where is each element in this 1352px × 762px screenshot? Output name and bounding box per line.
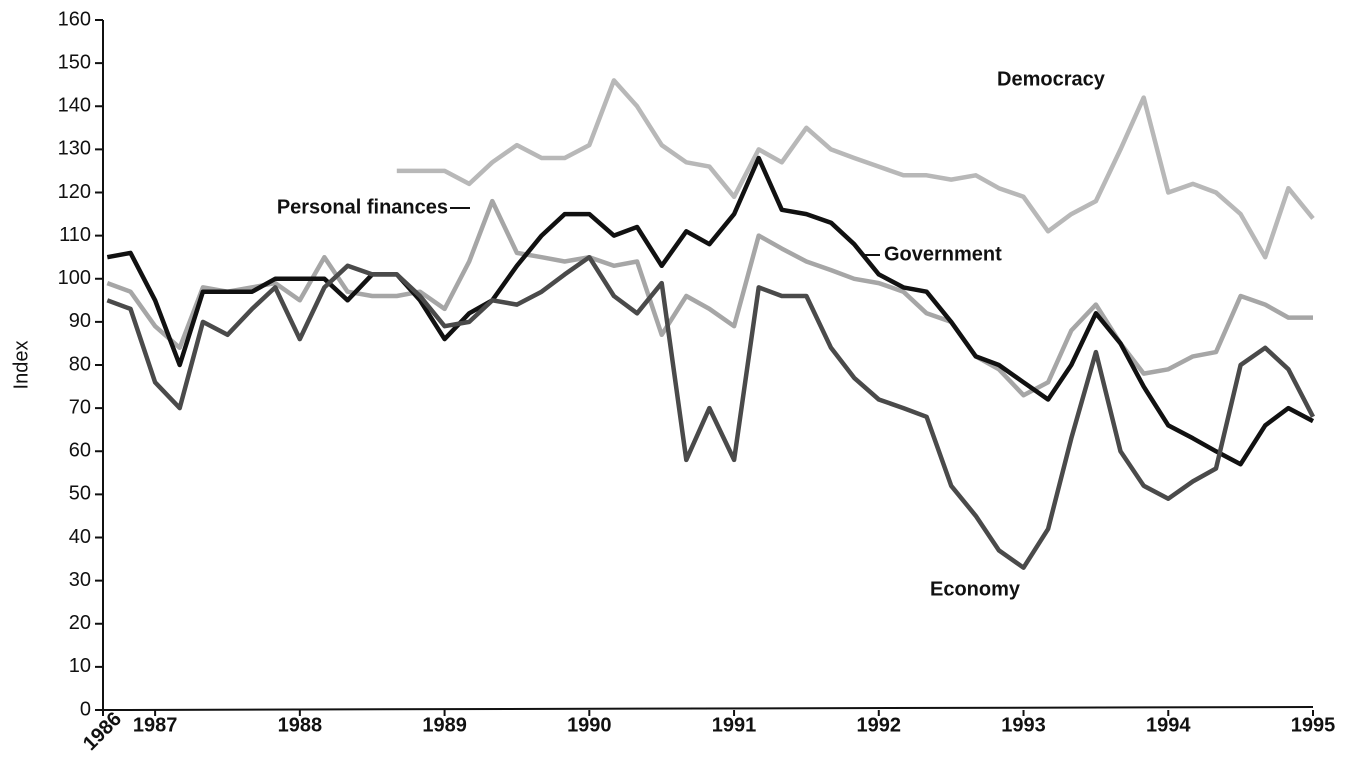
y-tick-label: 30	[69, 569, 91, 591]
y-tick-label: 60	[69, 440, 91, 462]
y-tick-label: 50	[69, 483, 91, 505]
series-label: Democracy	[997, 68, 1106, 90]
y-tick-label: 90	[69, 310, 91, 332]
y-tick-label: 140	[58, 95, 91, 117]
series-line	[106, 155, 1315, 467]
x-tick-label: 1992	[857, 714, 902, 736]
series-label: Economy	[930, 578, 1021, 600]
y-tick-label: 150	[58, 51, 91, 73]
y-tick-label: 70	[69, 396, 91, 418]
series-line	[106, 254, 1315, 570]
x-tick-label: 1993	[1001, 714, 1046, 736]
x-tick-label: 1995	[1291, 714, 1336, 736]
y-tick-label: 40	[69, 526, 91, 548]
y-tick-label: 120	[58, 181, 91, 203]
y-axis-label: Index	[10, 341, 32, 390]
x-axis	[102, 706, 1314, 711]
x-tick-label: 1988	[278, 714, 323, 736]
y-tick-label: 10	[69, 655, 91, 677]
y-tick-label: 0	[80, 698, 91, 720]
y-tick-label: 110	[59, 224, 91, 246]
y-tick-label: 160	[58, 8, 91, 30]
y-tick-label: 80	[69, 353, 91, 375]
series-label: Personal finances	[277, 196, 448, 218]
x-tick-label: 1987	[133, 714, 178, 736]
series-line	[396, 78, 1315, 260]
y-tick-label: 130	[58, 138, 91, 160]
y-tick-label: 100	[58, 267, 91, 289]
x-tick-label: 1994	[1146, 714, 1191, 736]
series-label: Government	[884, 243, 1002, 265]
x-tick-label: 1991	[712, 714, 757, 736]
x-tick-label: 1990	[567, 714, 612, 736]
x-tick-label: 1989	[422, 714, 467, 736]
y-tick-label: 20	[69, 612, 91, 634]
